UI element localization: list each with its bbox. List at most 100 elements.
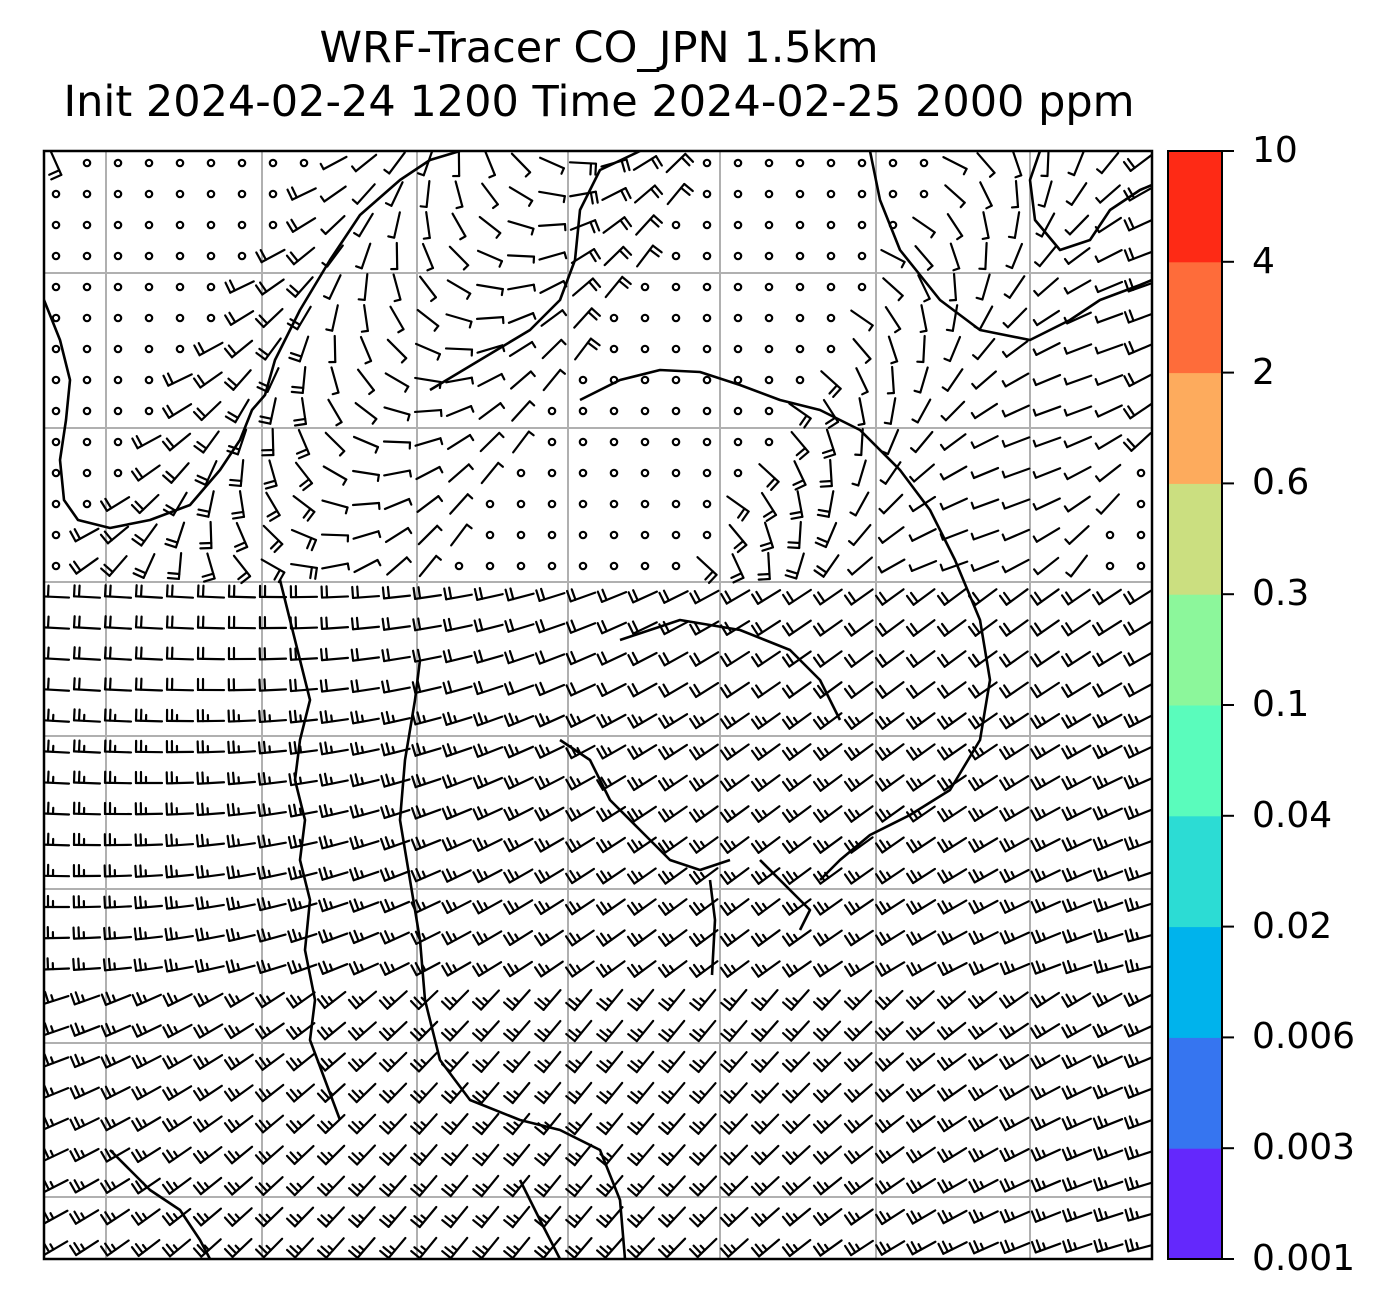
wind-barb-shaft — [1097, 404, 1123, 418]
wind-barb-flag — [570, 619, 577, 633]
wind-barb-flag — [978, 1026, 985, 1034]
wind-barb-flag — [569, 838, 578, 851]
wind-barb-flag — [234, 1213, 241, 1221]
wind-barb-flag — [226, 772, 231, 786]
wind-barb-flag — [534, 872, 542, 884]
wind-barb-flag — [73, 528, 82, 540]
wind-barb-flag — [347, 1155, 359, 1166]
wind-barb-flag — [235, 1057, 241, 1065]
wind-barb-shaft — [537, 223, 567, 227]
wind-barb-flag — [1061, 717, 1069, 729]
wind-barb-flag — [854, 716, 861, 724]
wind-barb-flag — [761, 546, 775, 552]
wind-barb-flag — [1126, 438, 1137, 449]
wind-barb-flag — [411, 712, 417, 726]
wind-barb-flag — [482, 1090, 490, 1097]
wind-barb-flag — [226, 897, 231, 911]
wind-barb-flag — [970, 532, 975, 541]
wind-barb-flag — [310, 538, 318, 552]
wind-barb-flag — [259, 415, 273, 420]
wind-barb-flag — [384, 804, 391, 818]
wind-barb-flag — [80, 1118, 86, 1127]
wind-barb-flag — [668, 871, 675, 879]
wind-barb-flag — [499, 402, 506, 410]
wind-barb-shaft — [414, 437, 442, 447]
wind-barb-flag — [637, 1121, 645, 1128]
wind-barb-flag — [192, 377, 202, 389]
calm-wind-marker — [51, 344, 61, 354]
wind-barb-flag — [316, 1217, 328, 1228]
wind-barb-flag — [720, 1063, 731, 1073]
wind-barb-flag — [266, 509, 279, 518]
wind-barb-flag — [879, 839, 888, 851]
wind-barb-flag — [792, 809, 799, 817]
wind-barb-flag — [661, 1029, 673, 1039]
wind-barb-flag — [69, 992, 76, 1006]
wind-barb-flag — [406, 526, 413, 535]
wind-barb-flag — [262, 771, 267, 786]
wind-barb-flag — [354, 773, 360, 786]
wind-barb-flag — [380, 774, 386, 788]
wind-barb-flag — [569, 807, 578, 820]
wind-barb-flag — [111, 1150, 117, 1158]
wind-barb-flag — [258, 1244, 269, 1255]
wind-barb-flag — [688, 811, 698, 823]
wind-barb-flag — [878, 715, 888, 727]
wind-barb-flag — [699, 1059, 707, 1066]
wind-barb-shaft — [979, 181, 993, 207]
wind-barb-shaft — [359, 335, 373, 363]
wind-barb-shaft — [972, 529, 1000, 541]
wind-barb-flag — [289, 1245, 300, 1255]
wind-barb-flag — [909, 684, 919, 696]
calm-wind-marker — [640, 313, 650, 323]
wind-barb-flag — [1065, 775, 1074, 788]
wind-barb-flag — [750, 935, 760, 947]
calm-wind-marker — [702, 220, 712, 230]
wind-barb-flag — [972, 1148, 981, 1160]
wind-barb-shaft — [919, 366, 929, 394]
wind-barb-flag — [817, 901, 826, 913]
wind-barb-flag — [49, 1118, 55, 1127]
wind-barb-flag — [1030, 778, 1038, 791]
wind-barb-flag — [750, 1155, 761, 1166]
wind-barb-flag — [576, 840, 582, 848]
wind-barb-flag — [999, 1180, 1007, 1193]
wind-barb-shaft — [449, 493, 469, 515]
wind-barb-flag — [228, 1024, 237, 1037]
wind-barb-flag — [144, 931, 148, 940]
wind-barb-flag — [879, 1241, 888, 1254]
wind-barb-flag — [319, 648, 324, 662]
wind-barb-flag — [1030, 1118, 1038, 1131]
wind-barb-flag — [999, 1149, 1007, 1162]
wind-barb-flag — [354, 265, 363, 270]
wind-barb-flag — [50, 994, 55, 1003]
calm-wind-marker — [206, 220, 216, 230]
wind-barb-flag — [413, 996, 424, 1007]
wind-barb-flag — [875, 965, 883, 977]
wind-barb-flag — [513, 1245, 521, 1252]
wind-barb-flag — [631, 620, 639, 633]
wind-barb-shaft — [363, 272, 369, 302]
wind-barb-shaft — [854, 491, 870, 517]
wind-barb-shaft — [476, 344, 504, 354]
wind-barb-flag — [792, 1028, 800, 1035]
wind-barb-flag — [99, 533, 110, 545]
wind-barb-flag — [565, 1249, 576, 1259]
wind-barb-flag — [318, 805, 324, 819]
wind-barb-flag — [529, 370, 536, 378]
wind-barb-flag — [658, 1125, 669, 1135]
wind-barb-flag — [258, 347, 270, 357]
wind-barb-flag — [699, 1244, 706, 1252]
wind-barb-flag — [173, 1119, 179, 1127]
wind-barb-flag — [945, 328, 954, 332]
wind-barb-flag — [781, 780, 791, 792]
wind-barb-flag — [265, 1182, 272, 1190]
wind-barb-flag — [144, 962, 148, 971]
wind-barb-flag — [972, 838, 981, 851]
wind-barb-flag — [916, 778, 923, 786]
wind-barb-flag — [723, 1059, 734, 1070]
wind-barb-flag — [267, 838, 272, 847]
wind-barb-flag — [1134, 994, 1140, 1003]
wind-barb-flag — [723, 1028, 734, 1039]
calm-wind-marker — [82, 282, 92, 292]
